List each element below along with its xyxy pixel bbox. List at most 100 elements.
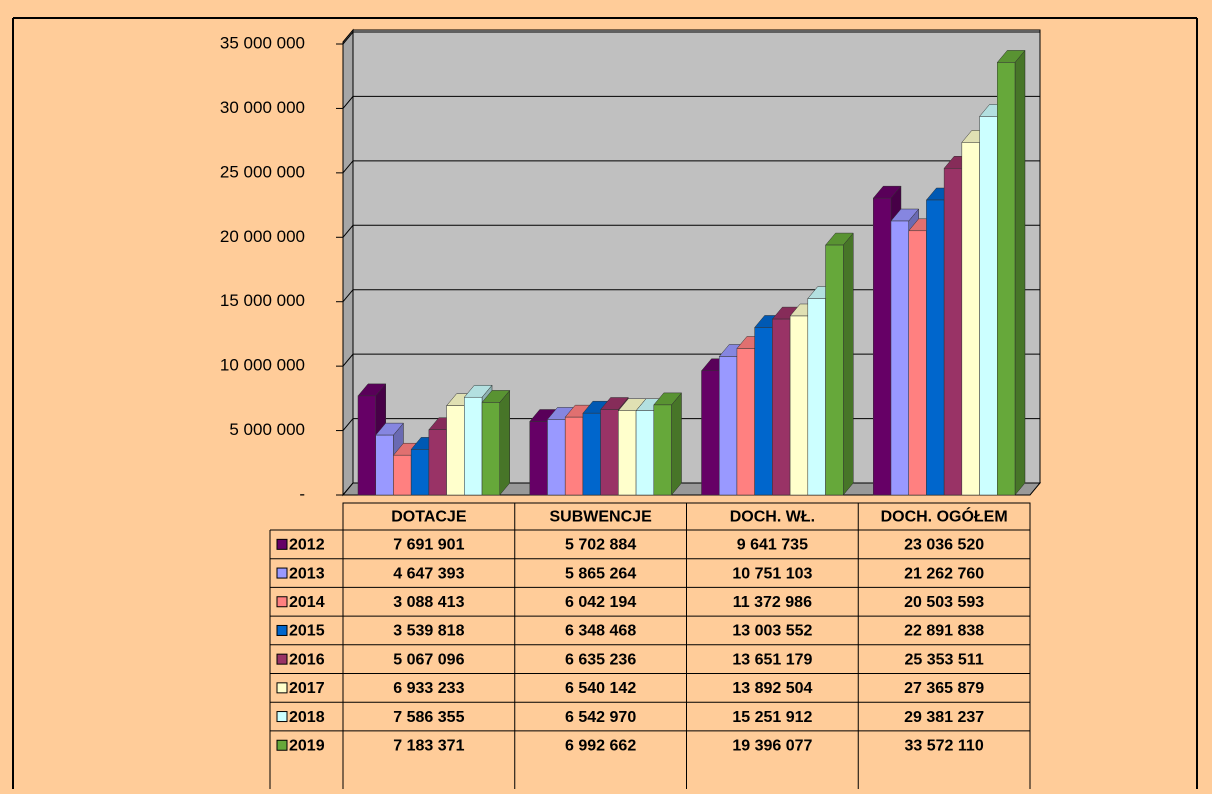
legend-key	[276, 739, 288, 751]
column-header: DOCH. WŁ.	[730, 509, 815, 526]
legend-key	[276, 567, 288, 579]
legend-label: 2012	[289, 537, 325, 554]
bar	[357, 395, 376, 496]
legend-label: 2013	[289, 565, 325, 582]
bar-top-shade	[618, 398, 647, 411]
column-header: SUBWENCJE	[550, 509, 653, 526]
table-value: 7 586 355	[393, 709, 464, 726]
bar	[997, 62, 1016, 496]
bar-side-shade	[843, 233, 854, 495]
table-value: 3 088 413	[393, 594, 464, 611]
bar	[890, 220, 909, 496]
bar-top-shade	[997, 50, 1025, 63]
table-value: 6 933 233	[393, 680, 464, 697]
bar	[635, 410, 655, 496]
y-tick-label: 20 000 000	[220, 227, 305, 246]
bar-top-shade	[890, 209, 919, 222]
bar	[410, 449, 430, 496]
bar	[481, 402, 500, 496]
bar-side-shade	[499, 390, 510, 495]
legend-key	[276, 596, 288, 608]
table-value: 27 365 879	[904, 680, 984, 697]
legend-key	[276, 624, 288, 636]
bar	[582, 412, 601, 496]
bar	[718, 356, 738, 496]
bar	[754, 327, 773, 496]
table-value: 33 572 110	[905, 737, 984, 754]
bar-top-shade	[565, 405, 593, 418]
bar-top-shade	[600, 397, 629, 410]
legend-label: 2019	[289, 737, 325, 754]
table-value: 10 751 103	[732, 565, 812, 582]
table-value: 19 396 077	[732, 737, 812, 754]
bar	[600, 409, 619, 496]
grid-line	[342, 95, 1040, 109]
legend-label: 2017	[289, 680, 325, 697]
table-value: 29 381 237	[904, 709, 984, 726]
bar-top-shade	[873, 186, 901, 199]
legend-label: 2015	[289, 623, 325, 640]
table-value: 9 641 735	[737, 537, 808, 554]
table-value: 4 647 393	[393, 565, 464, 582]
y-tick-label: 15 000 000	[220, 291, 305, 310]
bar-top-shade	[529, 409, 558, 422]
table-value: 13 892 504	[732, 680, 812, 697]
legend-label: 2014	[289, 594, 325, 611]
y-tick-label: 30 000 000	[220, 98, 305, 117]
y-tick-label: 35 000 000	[220, 33, 305, 52]
bar-top-shade	[582, 401, 611, 414]
column-header: DOTACJE	[391, 509, 467, 526]
bar-top-shade	[547, 407, 576, 420]
table-value: 11 372 986	[733, 594, 812, 611]
legend-key	[276, 653, 288, 665]
table-value: 3 539 818	[393, 623, 464, 640]
bar	[908, 230, 927, 496]
table-value: 5 067 096	[393, 651, 464, 668]
y-tick-label: 5 000 000	[229, 420, 305, 439]
bar	[464, 396, 483, 496]
table-value: 5 865 264	[565, 565, 636, 582]
legend-label: 2018	[289, 709, 325, 726]
table-value: 21 262 760	[904, 565, 984, 582]
y-tick-label: 25 000 000	[220, 162, 305, 181]
table-value: 13 651 179	[732, 651, 812, 668]
bar-top-shade	[464, 385, 493, 398]
table-value: 6 042 194	[565, 594, 636, 611]
bar	[393, 454, 412, 496]
bar	[961, 142, 980, 496]
bar	[701, 370, 720, 496]
legend-label: 2016	[289, 651, 325, 668]
table-value: 15 251 912	[732, 709, 812, 726]
table-value: 6 540 142	[565, 680, 636, 697]
table-value: 7 183 371	[393, 737, 464, 754]
table-value: 6 542 970	[565, 709, 636, 726]
table-value: 13 003 552	[732, 623, 812, 640]
bar	[547, 419, 566, 496]
bar	[873, 197, 892, 496]
bar	[772, 318, 791, 496]
bar	[564, 416, 584, 496]
bar	[375, 434, 394, 496]
grid-line	[342, 31, 1040, 45]
y-tick-label: -	[299, 484, 305, 503]
grid-line	[342, 289, 1040, 303]
table-value: 25 353 511	[905, 651, 984, 668]
table-value: 20 503 593	[904, 594, 984, 611]
bar	[428, 429, 447, 496]
table-value: 23 036 520	[904, 537, 984, 554]
table-value: 6 992 662	[565, 737, 636, 754]
bar	[789, 315, 809, 496]
legend-key	[276, 538, 288, 550]
bar	[825, 244, 844, 496]
y-tick-label: 10 000 000	[220, 356, 305, 375]
grid-line	[342, 160, 1040, 174]
bar	[529, 421, 548, 496]
bar	[943, 168, 963, 496]
column-header: DOCH. OGÓŁEM	[881, 507, 1008, 526]
bar-top-shade	[482, 390, 510, 403]
bar	[653, 404, 672, 496]
bar-side-shade	[671, 392, 682, 495]
bar-top-shade	[375, 423, 404, 436]
